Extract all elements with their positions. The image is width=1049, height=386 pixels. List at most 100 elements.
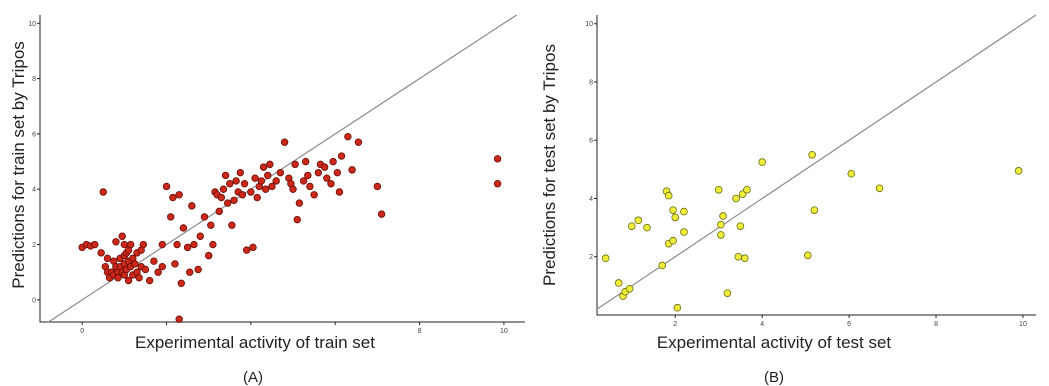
data-point	[669, 236, 677, 245]
x-tick-label: 2	[673, 321, 677, 328]
x-tick-label: 10	[1019, 321, 1027, 328]
panel-label-a: (A)	[243, 369, 263, 386]
data-point	[196, 232, 204, 240]
points-b	[601, 151, 1023, 312]
data-point	[209, 240, 217, 249]
data-point	[221, 171, 230, 180]
y-tick-label: 10	[585, 21, 593, 28]
data-point	[758, 158, 766, 166]
y-tick-label: 6	[32, 131, 36, 138]
data-point	[373, 182, 382, 191]
data-point	[207, 221, 215, 229]
data-point	[734, 252, 743, 261]
data-point	[493, 180, 502, 188]
data-point	[118, 232, 126, 240]
data-point	[112, 238, 120, 246]
x-tick-label: 4	[760, 321, 764, 328]
data-point	[627, 222, 636, 230]
data-point	[261, 185, 270, 193]
y-ticks-a: 0 2 4 6 8 10	[28, 21, 40, 304]
data-point	[293, 215, 301, 224]
x-ticks-a: 0 8 10	[80, 322, 508, 335]
data-point	[171, 260, 179, 268]
data-point	[669, 206, 677, 214]
data-point	[680, 207, 688, 216]
data-point	[162, 182, 171, 191]
data-point	[875, 184, 884, 193]
data-point	[323, 174, 331, 182]
data-point	[354, 138, 363, 146]
data-point	[126, 240, 135, 249]
data-point	[232, 177, 240, 185]
data-point	[634, 216, 643, 225]
data-point	[304, 171, 312, 180]
data-point	[253, 193, 261, 202]
data-point	[219, 185, 228, 193]
data-point	[167, 213, 175, 221]
data-point	[625, 284, 634, 293]
data-point	[314, 168, 323, 177]
y-tick-label: 4	[589, 196, 593, 203]
x-tick-label: 6	[847, 321, 851, 328]
data-point	[179, 224, 188, 232]
data-point	[228, 221, 236, 229]
data-point	[120, 240, 129, 249]
data-point	[335, 188, 344, 196]
data-point	[103, 254, 112, 263]
data-point	[664, 191, 673, 200]
data-point	[215, 207, 223, 216]
data-point	[190, 240, 198, 249]
data-point	[97, 249, 105, 257]
data-point	[329, 157, 337, 166]
y-tick-label: 10	[28, 21, 36, 28]
data-point	[808, 151, 816, 159]
data-point	[169, 193, 177, 202]
data-point	[223, 199, 232, 207]
data-point	[295, 199, 304, 207]
data-point	[289, 185, 297, 193]
axes-a	[39, 15, 525, 323]
data-point	[188, 202, 196, 210]
data-point	[743, 185, 751, 194]
data-point	[238, 191, 247, 199]
x-tick-label: 8	[418, 328, 422, 335]
data-point	[280, 138, 289, 146]
data-point	[601, 254, 610, 263]
data-point	[804, 251, 812, 260]
data-point	[310, 191, 318, 199]
data-point	[320, 163, 329, 171]
data-point	[268, 182, 276, 191]
data-point	[145, 276, 154, 285]
y-tick-label: 2	[589, 254, 593, 261]
data-point	[264, 171, 272, 180]
y-tick-label: 8	[32, 76, 36, 83]
data-point	[344, 132, 352, 141]
data-point	[299, 177, 308, 185]
data-point	[177, 279, 185, 287]
data-point	[723, 289, 732, 297]
data-point	[643, 223, 651, 232]
data-point	[301, 157, 310, 166]
data-point	[158, 262, 167, 271]
y-tick-label: 0	[32, 297, 36, 304]
chart-panel-a: Predictions for train set by Tripos 0 2 4 6…	[9, 14, 525, 386]
data-point	[135, 274, 143, 282]
data-point	[183, 243, 192, 252]
y-tick-label: 6	[589, 138, 593, 145]
data-point	[139, 240, 148, 249]
data-point	[91, 240, 99, 249]
data-point	[276, 168, 285, 177]
data-point	[259, 163, 268, 171]
data-point	[680, 228, 688, 236]
data-point	[1014, 167, 1023, 175]
data-point	[327, 180, 335, 188]
data-point	[217, 193, 226, 202]
data-point	[249, 243, 257, 252]
data-point	[673, 303, 682, 312]
data-point	[150, 257, 158, 265]
data-point	[175, 315, 183, 323]
y-tick-label: 8	[589, 79, 593, 86]
x-axis-label-b: Experimental activity of test set	[657, 333, 892, 352]
ideal-line-b	[596, 14, 1037, 310]
x-tick-label: 10	[500, 328, 508, 335]
